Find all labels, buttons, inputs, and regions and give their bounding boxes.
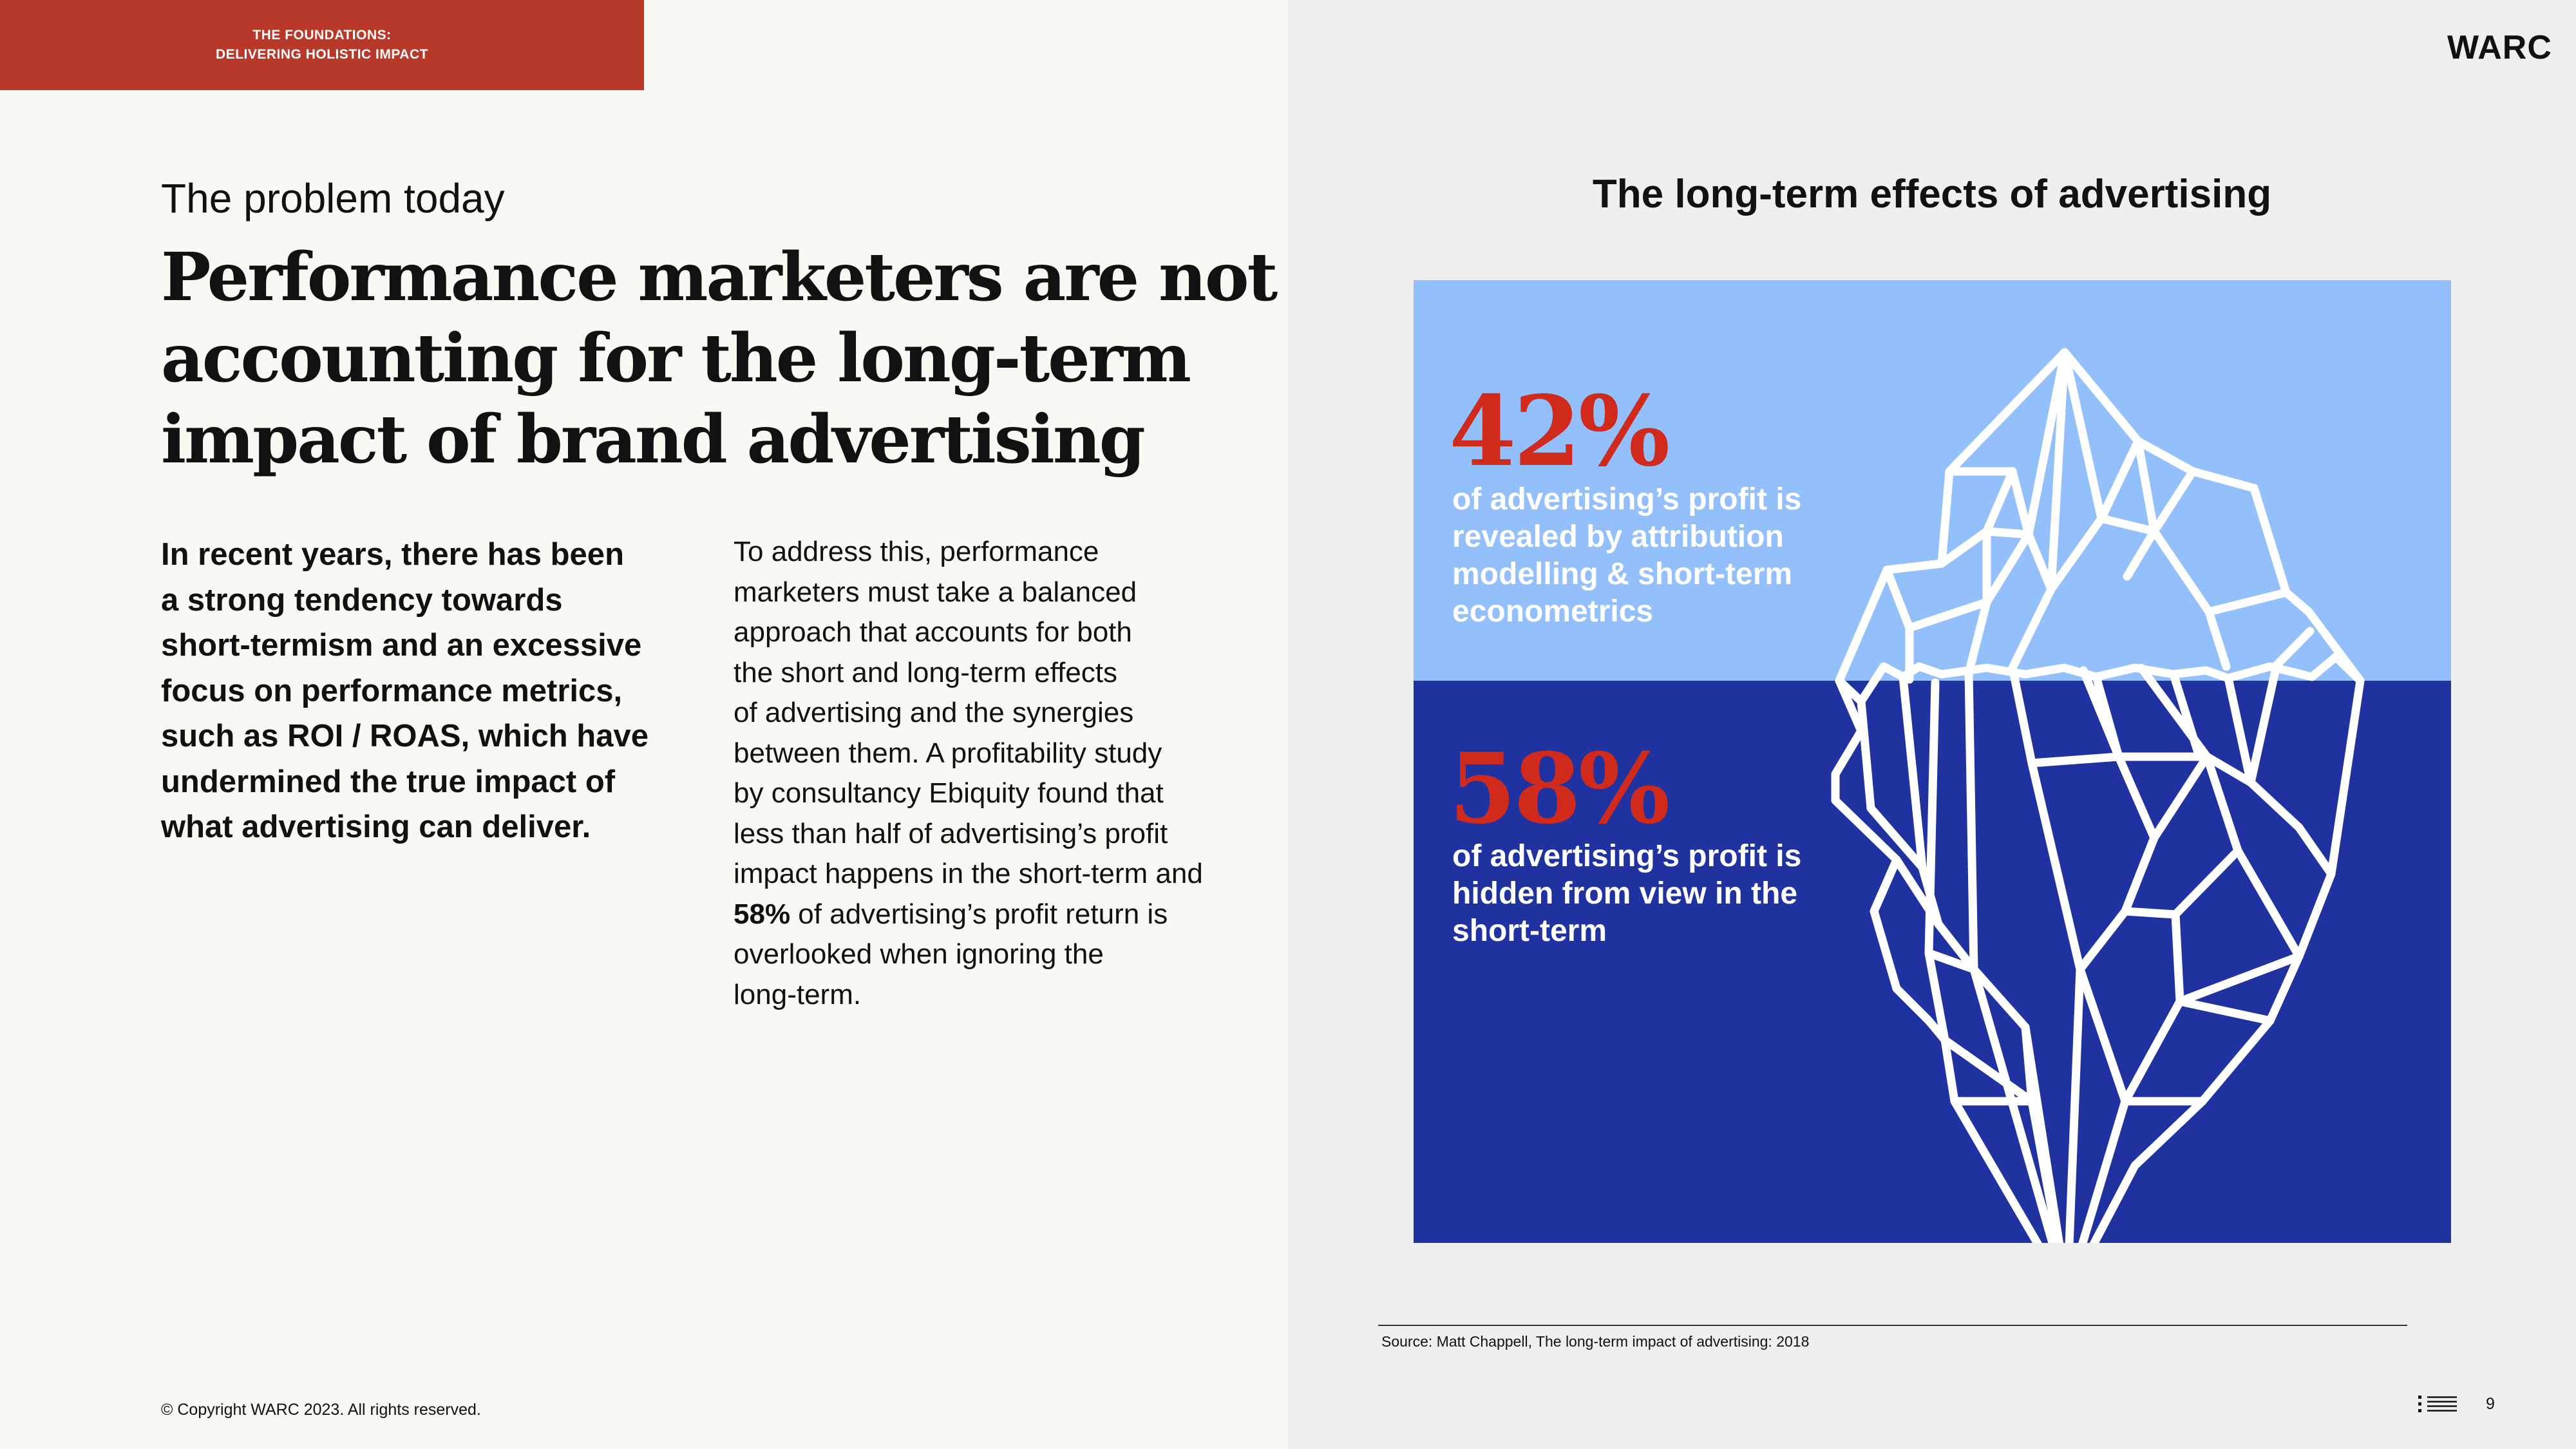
source-note: Source: Matt Chappell, The long-term imp… [1381, 1333, 1810, 1350]
lead-line: undermined the true impact of [161, 764, 616, 799]
left-panel [0, 0, 1288, 1449]
body-line-with-figure: 58% of advertising’s profit return is [734, 895, 1262, 935]
body-line: impact happens in the short-term and [734, 858, 1203, 889]
body-paragraph: To address this, performance marketers m… [734, 532, 1262, 1015]
headline-line: accounting for the long-term [161, 319, 1191, 397]
iceberg-icon [1831, 348, 2365, 1243]
bold-figure: 58% [734, 898, 791, 930]
body-line: of advertising and the synergies [734, 697, 1134, 728]
lead-line: what advertising can deliver. [161, 810, 591, 844]
lead-line: short-termism and an excessive [161, 628, 642, 663]
lead-line: focus on performance metrics, [161, 673, 623, 708]
body-line: overlooked when ignoring the [734, 938, 1104, 970]
lead-line: a strong tendency towards [161, 582, 563, 618]
body-line: less than half of advertising’s profit [734, 817, 1168, 849]
page-number: 9 [2486, 1395, 2495, 1413]
body-line-rest: of advertising’s profit return is [790, 898, 1168, 930]
section-tab-line1: THE FOUNDATIONS: [252, 28, 392, 43]
top-stat-text: of advertising’s profit is revealed by a… [1452, 481, 1864, 630]
brand-logo: WARC [2447, 29, 2552, 66]
iceberg-illustration: 42% of advertising’s profit is revealed … [1414, 280, 2451, 1243]
figure-title: The long-term effects of advertising [1592, 172, 2272, 216]
body-line: marketers must take a balanced [734, 576, 1137, 608]
headline: Performance marketers are not accounting… [161, 237, 1278, 480]
top-stat-line: of advertising’s profit is [1452, 482, 1802, 516]
sky-region [1414, 280, 2451, 681]
section-tab-line2: DELIVERING HOLISTIC IMPACT [216, 47, 428, 62]
bottom-stat-text: of advertising’s profit is hidden from v… [1452, 838, 1864, 950]
copyright: © Copyright WARC 2023. All rights reserv… [161, 1401, 481, 1419]
body-line: by consultancy Ebiquity found that [734, 777, 1164, 809]
headline-line: impact of brand advertising [161, 401, 1146, 478]
lead-paragraph: In recent years, there has been a strong… [161, 532, 676, 850]
section-tab[interactable]: THE FOUNDATIONS: DELIVERING HOLISTIC IMP… [0, 0, 644, 90]
body-line: To address this, performance [734, 536, 1099, 567]
body-line: long-term. [734, 978, 862, 1010]
top-stat-line: econometrics [1452, 594, 1654, 629]
top-stat-line: modelling & short-term [1452, 557, 1793, 591]
body-line: between them. A profitability study [734, 737, 1162, 769]
body-line: approach that accounts for both [734, 616, 1132, 648]
bottom-stat-line: of advertising’s profit is [1452, 839, 1802, 873]
bottom-stat-value: 58% [1449, 732, 1670, 846]
body-line: the short and long-term effects [734, 656, 1117, 688]
lead-line: In recent years, there has been [161, 537, 624, 572]
lead-line: such as ROI / ROAS, which have [161, 719, 649, 753]
source-divider [1378, 1325, 2407, 1326]
top-stat-line: revealed by attribution [1452, 520, 1784, 554]
top-stat-value: 42% [1449, 375, 1670, 488]
bottom-stat-line: hidden from view in the [1452, 876, 1798, 911]
kicker: The problem today [161, 175, 505, 222]
headline-line: Performance marketers are not [161, 238, 1278, 316]
list-menu-icon[interactable] [2418, 1395, 2457, 1413]
bottom-stat-line: short-term [1452, 914, 1607, 948]
